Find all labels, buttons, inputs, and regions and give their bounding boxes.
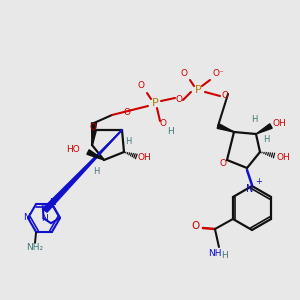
Text: N: N bbox=[41, 214, 48, 223]
Text: H: H bbox=[167, 127, 173, 136]
Text: N: N bbox=[40, 203, 47, 212]
Text: O: O bbox=[160, 119, 167, 128]
Polygon shape bbox=[87, 150, 104, 160]
Text: H: H bbox=[125, 137, 131, 146]
Text: O: O bbox=[124, 108, 130, 117]
Text: O: O bbox=[221, 92, 229, 100]
Text: P: P bbox=[152, 98, 158, 108]
Polygon shape bbox=[92, 123, 97, 145]
Text: N: N bbox=[246, 184, 254, 194]
Text: OH: OH bbox=[137, 154, 151, 163]
Polygon shape bbox=[217, 124, 234, 132]
Text: O: O bbox=[89, 122, 97, 131]
Text: NH₂: NH₂ bbox=[26, 243, 44, 252]
Polygon shape bbox=[256, 124, 272, 134]
Text: O: O bbox=[192, 221, 200, 231]
Text: H: H bbox=[263, 136, 269, 145]
Text: O⁻: O⁻ bbox=[212, 68, 224, 77]
Text: O: O bbox=[220, 160, 226, 169]
Text: OH: OH bbox=[272, 119, 286, 128]
Text: N: N bbox=[22, 214, 29, 223]
Text: NH: NH bbox=[208, 248, 222, 257]
Text: O: O bbox=[181, 68, 188, 77]
Text: +: + bbox=[256, 178, 262, 187]
Text: H: H bbox=[251, 116, 257, 124]
Text: H: H bbox=[222, 251, 228, 260]
Polygon shape bbox=[43, 130, 122, 212]
Text: H: H bbox=[93, 167, 99, 176]
Text: O: O bbox=[137, 82, 145, 91]
Text: O: O bbox=[176, 95, 182, 104]
Text: HO: HO bbox=[66, 146, 80, 154]
Text: OH: OH bbox=[276, 152, 290, 161]
Text: P: P bbox=[195, 85, 201, 95]
Text: N: N bbox=[50, 198, 56, 207]
